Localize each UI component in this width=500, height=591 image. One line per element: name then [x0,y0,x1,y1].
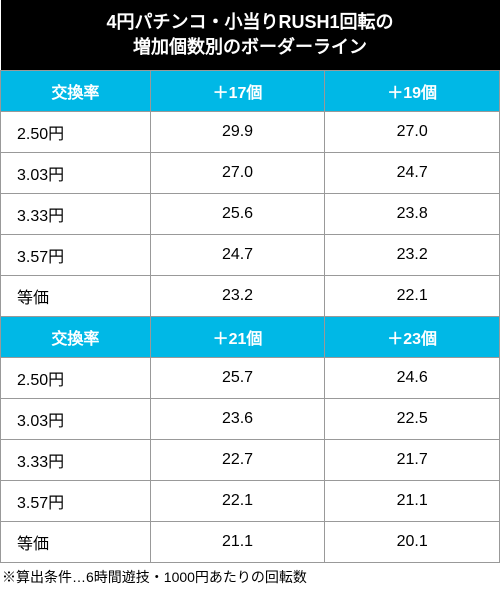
value-cell: 23.8 [325,194,500,235]
table-row: 3.57円 24.7 23.2 [1,235,500,276]
header-plus17: ＋17個 [150,71,325,112]
table-row: 3.33円 22.7 21.7 [1,440,500,481]
value-cell: 24.6 [325,358,500,399]
header-rate: 交換率 [1,71,151,112]
header-plus23: ＋23個 [325,317,500,358]
section2-header-row: 交換率 ＋21個 ＋23個 [1,317,500,358]
value-cell: 24.7 [325,153,500,194]
table-row: 2.50円 29.9 27.0 [1,112,500,153]
value-cell: 22.1 [150,481,325,522]
value-cell: 27.0 [150,153,325,194]
section1-header-row: 交換率 ＋17個 ＋19個 [1,71,500,112]
table-row: 3.57円 22.1 21.1 [1,481,500,522]
table-row: 3.03円 23.6 22.5 [1,399,500,440]
value-cell: 22.7 [150,440,325,481]
rate-cell: 3.33円 [1,194,151,235]
table-title: 4円パチンコ・小当りRUSH1回転の 増加個数別のボーダーライン [1,0,500,71]
table-row: 2.50円 25.7 24.6 [1,358,500,399]
rate-cell: 3.57円 [1,481,151,522]
rate-cell: 3.33円 [1,440,151,481]
rate-cell: 等価 [1,522,151,563]
header-plus21: ＋21個 [150,317,325,358]
title-line-2: 増加個数別のボーダーライン [133,37,367,57]
value-cell: 23.2 [325,235,500,276]
table-row: 等価 21.1 20.1 [1,522,500,563]
calculation-footnote: ※算出条件…6時間遊技・1000円あたりの回転数 [0,563,500,591]
value-cell: 21.1 [150,522,325,563]
table-row: 3.33円 25.6 23.8 [1,194,500,235]
value-cell: 22.1 [325,276,500,317]
value-cell: 27.0 [325,112,500,153]
header-rate: 交換率 [1,317,151,358]
rate-cell: 3.57円 [1,235,151,276]
rate-cell: 2.50円 [1,358,151,399]
value-cell: 22.5 [325,399,500,440]
pachinko-borderline-table: 4円パチンコ・小当りRUSH1回転の 増加個数別のボーダーライン 交換率 ＋17… [0,0,500,591]
rate-cell: 2.50円 [1,112,151,153]
value-cell: 29.9 [150,112,325,153]
table-row: 3.03円 27.0 24.7 [1,153,500,194]
value-cell: 20.1 [325,522,500,563]
header-plus19: ＋19個 [325,71,500,112]
rate-cell: 3.03円 [1,399,151,440]
value-cell: 25.6 [150,194,325,235]
value-cell: 21.7 [325,440,500,481]
value-cell: 21.1 [325,481,500,522]
value-cell: 23.6 [150,399,325,440]
table-row: 等価 23.2 22.1 [1,276,500,317]
title-line-1: 4円パチンコ・小当りRUSH1回転の [106,12,393,32]
value-cell: 23.2 [150,276,325,317]
rate-cell: 3.03円 [1,153,151,194]
title-row: 4円パチンコ・小当りRUSH1回転の 増加個数別のボーダーライン [1,0,500,71]
value-cell: 24.7 [150,235,325,276]
main-table: 4円パチンコ・小当りRUSH1回転の 増加個数別のボーダーライン 交換率 ＋17… [0,0,500,563]
value-cell: 25.7 [150,358,325,399]
rate-cell: 等価 [1,276,151,317]
